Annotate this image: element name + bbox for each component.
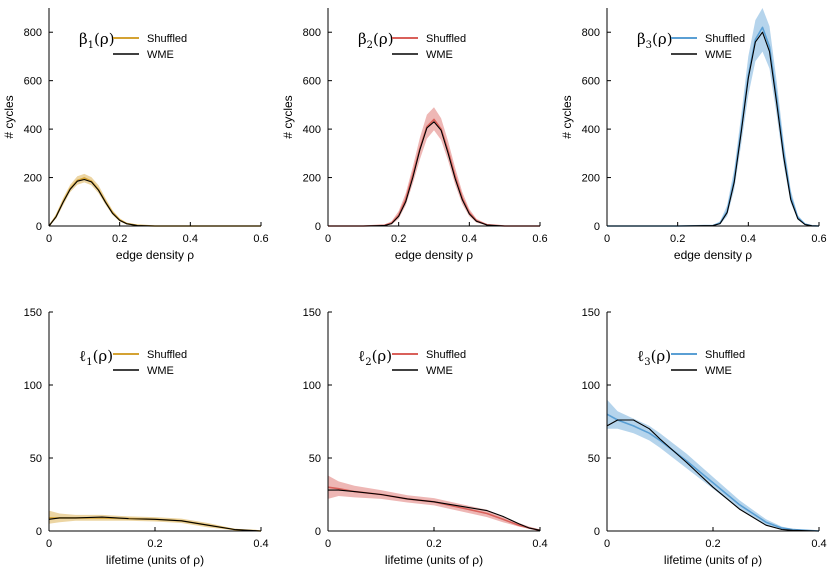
x-axis-title: edge density ρ — [116, 248, 194, 262]
x-tick-label: 0.6 — [811, 233, 826, 245]
y-tick-label: 0 — [315, 221, 321, 233]
x-tick-label: 0.4 — [532, 538, 547, 550]
panel-label: β3(ρ) — [637, 30, 673, 51]
series-line-wme — [606, 419, 820, 532]
series-band-shuffled — [328, 107, 540, 226]
x-tick-label: 0 — [325, 538, 331, 550]
y-tick-label: 150 — [303, 307, 321, 319]
panel-label: β1(ρ) — [79, 30, 115, 51]
x-tick-label: 0.6 — [532, 233, 547, 245]
panel-label: ℓ1(ρ) — [79, 347, 113, 368]
legend-label-wme: WME — [147, 49, 174, 61]
chart-panel-2: 0 0.2 0.4 0.6 0 200 400 600 800 edge density ρ # c… — [281, 8, 548, 262]
chart-panel-6: 0 0.2 0.4 0 50 100 150 lifetime (units of ρ) ℓ3(… — [582, 307, 827, 567]
y-tick-label: 150 — [24, 307, 42, 319]
legend-label-wme: WME — [426, 49, 453, 61]
x-axis-title: lifetime (units of ρ) — [664, 553, 762, 567]
y-tick-label: 200 — [24, 173, 42, 185]
x-tick-label: 0.6 — [253, 233, 268, 245]
x-axis-title: edge density ρ — [395, 248, 473, 262]
x-tick-label: 0.4 — [741, 233, 756, 245]
y-axis-title: # cycles — [560, 95, 574, 138]
y-tick-label: 50 — [309, 453, 321, 465]
series-line-shuffled — [606, 413, 820, 532]
y-tick-label: 400 — [24, 124, 42, 136]
x-tick-label: 0.2 — [705, 538, 720, 550]
series-line-shuffled — [48, 177, 261, 227]
x-axis-title: edge density ρ — [674, 248, 752, 262]
legend-label-shuffled: Shuffled — [147, 33, 187, 45]
x-axis-title: lifetime (units of ρ) — [106, 553, 204, 567]
y-tick-label: 600 — [303, 76, 321, 88]
y-tick-label: 600 — [24, 76, 42, 88]
y-axis-title: # cycles — [281, 95, 295, 138]
y-tick-label: 150 — [582, 307, 600, 319]
x-tick-label: 0.2 — [426, 538, 441, 550]
y-tick-label: 0 — [594, 526, 600, 538]
series-band-shuffled — [328, 475, 540, 531]
legend-label-shuffled: Shuffled — [705, 33, 745, 45]
legend-label-wme: WME — [147, 365, 174, 377]
y-tick-label: 0 — [315, 526, 321, 538]
y-tick-label: 800 — [582, 27, 600, 39]
y-tick-label: 50 — [588, 453, 600, 465]
x-tick-label: 0.4 — [253, 538, 268, 550]
chart-panel-5: 0 0.2 0.4 0 50 100 150 lifetime (units of ρ) ℓ2(… — [303, 307, 548, 567]
y-tick-label: 0 — [36, 221, 42, 233]
panel-label: ℓ2(ρ) — [358, 347, 392, 368]
x-tick-label: 0.4 — [811, 538, 826, 550]
y-tick-label: 100 — [582, 380, 600, 392]
legend-label-shuffled: Shuffled — [705, 349, 745, 361]
series-line-wme — [48, 178, 261, 227]
legend-label-shuffled: Shuffled — [426, 33, 466, 45]
x-axis-title: lifetime (units of ρ) — [385, 553, 483, 567]
panel-label: β2(ρ) — [358, 30, 394, 51]
series-line-wme — [328, 121, 540, 227]
legend-label-wme: WME — [426, 365, 453, 377]
x-tick-label: 0.2 — [670, 233, 685, 245]
x-tick-label: 0 — [46, 538, 52, 550]
x-tick-label: 0 — [604, 233, 610, 245]
y-tick-label: 200 — [303, 173, 321, 185]
x-tick-label: 0.4 — [462, 233, 477, 245]
x-tick-label: 0 — [604, 538, 610, 550]
legend-label-wme: WME — [705, 49, 732, 61]
y-tick-label: 0 — [36, 526, 42, 538]
y-tick-label: 400 — [303, 124, 321, 136]
legend-label-wme: WME — [705, 365, 732, 377]
x-tick-label: 0 — [46, 233, 52, 245]
y-tick-label: 0 — [594, 221, 600, 233]
x-tick-label: 0.4 — [183, 233, 198, 245]
series-line-wme — [607, 31, 820, 227]
y-tick-label: 100 — [24, 380, 42, 392]
series-line-wme — [328, 489, 541, 531]
y-tick-label: 800 — [24, 27, 42, 39]
y-tick-label: 50 — [30, 453, 42, 465]
chart-panel-4: 0 0.2 0.4 0 50 100 150 lifetime (units of ρ) ℓ1(… — [24, 307, 269, 567]
x-tick-label: 0.2 — [147, 538, 162, 550]
y-tick-label: 100 — [303, 380, 321, 392]
series-band-shuffled — [49, 173, 261, 226]
legend-label-shuffled: Shuffled — [426, 349, 466, 361]
chart-panel-3: 0 0.2 0.4 0.6 0 200 400 600 800 edge density ρ # c… — [560, 8, 827, 262]
y-tick-label: 400 — [582, 124, 600, 136]
y-tick-label: 200 — [582, 173, 600, 185]
x-tick-label: 0 — [325, 233, 331, 245]
y-axis-title: # cycles — [2, 95, 16, 138]
y-tick-label: 600 — [582, 76, 600, 88]
panel-label: ℓ3(ρ) — [637, 347, 671, 368]
legend-label-shuffled: Shuffled — [147, 349, 187, 361]
chart-panel-1: 0 0.2 0.4 0.6 0 200 400 600 800 edge density ρ # c… — [2, 8, 269, 262]
x-tick-label: 0.2 — [391, 233, 406, 245]
x-tick-label: 0.2 — [112, 233, 127, 245]
y-tick-label: 800 — [303, 27, 321, 39]
series-line-shuffled — [328, 118, 540, 227]
series-line-wme — [48, 516, 262, 532]
series-band-shuffled — [607, 399, 819, 531]
